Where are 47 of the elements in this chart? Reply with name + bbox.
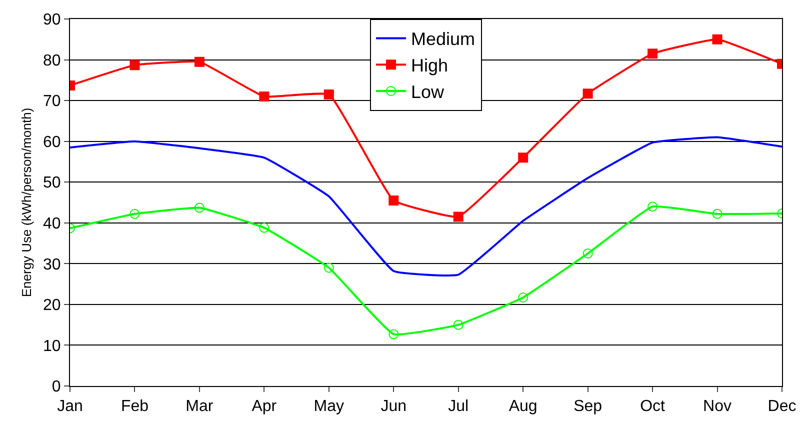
point (324, 89, 334, 100)
line-series (70, 136, 782, 276)
point (130, 60, 140, 70)
point (194, 202, 204, 213)
x-tick-label: May (314, 398, 344, 416)
point (648, 48, 658, 59)
x-tick-label: Mar (186, 398, 214, 416)
point (194, 56, 204, 67)
x-tick-label: Apr (252, 398, 278, 416)
y-tick-label: 70 (43, 93, 61, 110)
y-tick-label: 40 (43, 215, 61, 232)
point (712, 34, 722, 44)
point (648, 202, 658, 212)
y-tick-label: 10 (43, 338, 61, 355)
x-tick-label: Dec (768, 398, 796, 416)
point (388, 329, 399, 340)
x-tick-label: Nov (703, 398, 732, 416)
legend-label: Low (411, 82, 446, 102)
x-tick-label: Jun (380, 398, 407, 416)
x-tick-label: Aug (508, 398, 538, 416)
point (453, 320, 464, 330)
legend-label: High (411, 56, 448, 76)
point (453, 212, 464, 222)
point (259, 222, 270, 233)
y-axis-title: Energy Use (kWh/person/month) (18, 108, 34, 298)
point (518, 292, 528, 303)
y-tick-label: 80 (43, 52, 61, 70)
y-tick-label: 90 (43, 12, 61, 29)
point (130, 208, 140, 219)
point (712, 208, 722, 219)
x-tick-label: Oct (640, 398, 666, 416)
x-tick-label: Jan (57, 398, 83, 416)
point (388, 195, 399, 206)
point (518, 152, 528, 163)
y-tick-label: 0 (52, 378, 61, 396)
point (259, 91, 270, 102)
point (582, 248, 593, 258)
x-tick-label: Jul (448, 398, 469, 416)
legend-label: Medium (411, 29, 476, 50)
y-tick-label: 30 (43, 256, 61, 274)
point (582, 88, 593, 99)
point (324, 262, 334, 273)
x-tick-label: Sep (574, 398, 602, 416)
y-tick-label: 50 (43, 174, 61, 192)
x-tick-label: Feb (120, 398, 149, 416)
y-tick-label: 60 (43, 134, 61, 151)
y-tick-label: 20 (43, 297, 61, 314)
